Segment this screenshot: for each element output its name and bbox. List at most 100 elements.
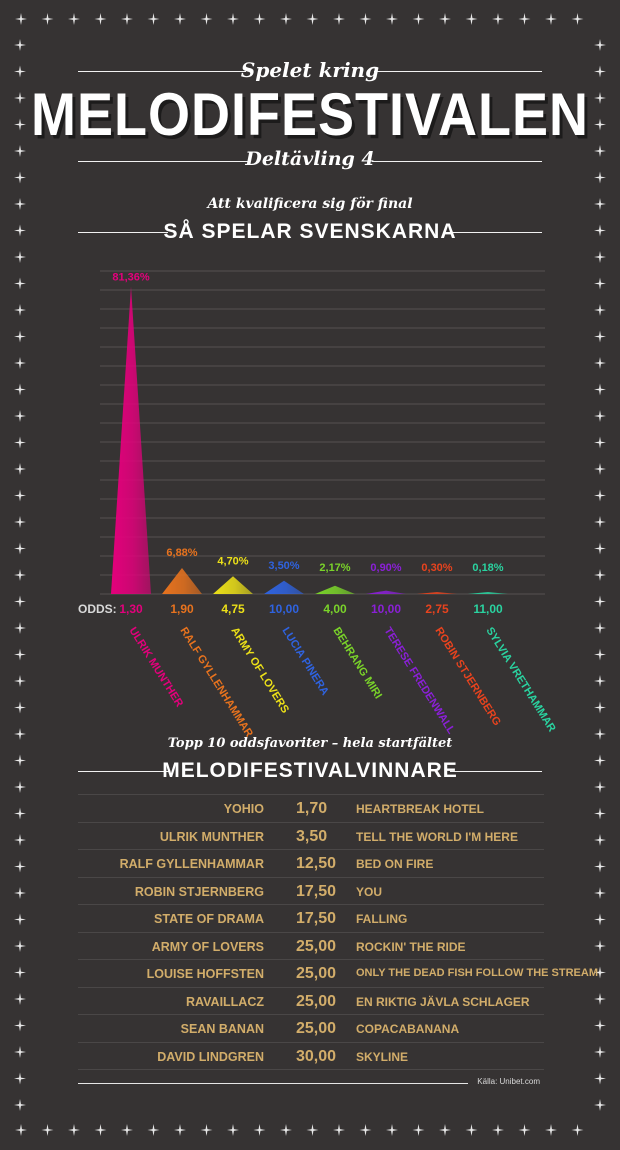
odds-value: 12,50 bbox=[296, 855, 337, 872]
star-icon bbox=[439, 13, 451, 25]
star-icon bbox=[594, 277, 606, 290]
star-icon bbox=[14, 92, 26, 104]
header-rule-left-2 bbox=[78, 161, 248, 162]
star-icon bbox=[14, 410, 26, 422]
section2-rule-left bbox=[78, 771, 170, 772]
star-icon bbox=[594, 1099, 606, 1111]
star-icon bbox=[594, 807, 606, 820]
star-icon bbox=[14, 383, 26, 396]
star-icon bbox=[200, 1124, 213, 1136]
star-icon bbox=[147, 1124, 160, 1136]
header-rule-left bbox=[78, 71, 246, 72]
star-icon bbox=[41, 1124, 54, 1136]
odds-value: 10,00 bbox=[371, 602, 401, 616]
artist-name: SEAN BANAN bbox=[180, 1022, 264, 1036]
star-icon bbox=[306, 1124, 319, 1136]
star-icon bbox=[594, 198, 606, 210]
odds-value: 25,00 bbox=[296, 965, 337, 982]
star-icon bbox=[14, 304, 26, 316]
star-icon bbox=[492, 13, 504, 25]
star-icon bbox=[545, 13, 557, 25]
category-label: ARMY OF LOVERS bbox=[228, 625, 291, 715]
value-label: 0,18% bbox=[472, 562, 503, 574]
star-icon bbox=[594, 1046, 606, 1058]
star-icon bbox=[14, 781, 26, 793]
star-icon bbox=[14, 330, 26, 343]
star-icon bbox=[594, 701, 606, 714]
star-icon bbox=[594, 145, 606, 157]
star-icon bbox=[227, 13, 239, 25]
table-row: ROBIN STJERNBERG 17,50 YOU bbox=[78, 878, 544, 905]
section1-kicker: Att kvalificera sig för final bbox=[207, 196, 413, 212]
artist-name: RAVAILLACZ bbox=[186, 994, 264, 1009]
odds-label: ODDS: bbox=[78, 602, 117, 616]
table-row: LOUISE HOFFSTEN 25,00 ONLY THE DEAD FISH F… bbox=[78, 960, 598, 988]
star-icon bbox=[333, 1124, 345, 1136]
page-title: MELODIFESTIVALEN bbox=[30, 81, 589, 149]
star-icon bbox=[571, 1124, 584, 1136]
star-icon bbox=[14, 251, 26, 263]
header-kicker: Spelet kring bbox=[240, 58, 380, 82]
song-title: COPACABANANA bbox=[356, 1022, 460, 1036]
star-icon bbox=[594, 675, 606, 687]
star-icon bbox=[253, 1124, 266, 1136]
song-title: YOU bbox=[356, 884, 383, 899]
star-icon bbox=[412, 13, 425, 25]
star-icon bbox=[594, 622, 606, 634]
star-icon bbox=[594, 754, 606, 767]
bar-5 bbox=[315, 585, 355, 594]
star-icon bbox=[359, 1124, 372, 1136]
star-icon bbox=[14, 913, 26, 926]
star-icon bbox=[571, 13, 584, 25]
value-label: 6,88% bbox=[166, 547, 197, 559]
source-note: Källa: Unibet.com bbox=[477, 1077, 540, 1086]
star-icon bbox=[14, 834, 26, 846]
star-icon bbox=[439, 1124, 451, 1136]
star-icon bbox=[14, 542, 26, 555]
song-title: FALLING bbox=[356, 912, 408, 926]
footer-rule bbox=[78, 1083, 468, 1084]
section2-rule-right bbox=[450, 771, 542, 772]
star-icon bbox=[174, 13, 186, 25]
star-icon bbox=[594, 65, 606, 78]
header-rule-right-2 bbox=[372, 161, 542, 162]
table-row: ARMY OF LOVERS 25,00 ROCKIN' THE RIDE bbox=[78, 933, 544, 960]
star-icon bbox=[594, 728, 606, 740]
star-icon bbox=[594, 304, 606, 316]
star-icon bbox=[465, 13, 478, 25]
song-title: SKYLINE bbox=[356, 1049, 409, 1064]
song-title: BED ON FIRE bbox=[356, 857, 434, 871]
star-icon bbox=[41, 13, 54, 25]
odds-value: 10,00 bbox=[269, 602, 299, 616]
star-icon bbox=[280, 1124, 292, 1136]
star-icon bbox=[14, 648, 26, 661]
star-icon bbox=[518, 13, 531, 25]
odds-value: 3,50 bbox=[296, 827, 328, 845]
odds-value: 25,00 bbox=[296, 937, 337, 955]
bar-8 bbox=[468, 592, 508, 594]
star-icon bbox=[594, 251, 606, 263]
star-icon bbox=[14, 224, 26, 237]
star-icon bbox=[14, 701, 26, 714]
odds-value: 1,30 bbox=[119, 602, 143, 616]
star-icon bbox=[594, 781, 606, 793]
value-label: 2,17% bbox=[319, 562, 350, 574]
star-icon bbox=[200, 13, 213, 25]
star-icon bbox=[594, 118, 606, 131]
star-icon bbox=[280, 13, 292, 25]
song-title: ROCKIN' THE RIDE bbox=[356, 939, 466, 954]
odds-value: 30,00 bbox=[296, 1047, 337, 1065]
star-icon bbox=[14, 463, 26, 475]
star-icon bbox=[594, 39, 606, 51]
section1-rule-right bbox=[452, 232, 542, 233]
star-icon bbox=[14, 436, 26, 449]
odds-value: 17,50 bbox=[296, 910, 337, 927]
star-icon bbox=[386, 1124, 398, 1136]
star-icon bbox=[14, 1046, 26, 1058]
star-icon bbox=[15, 13, 27, 25]
bar-2 bbox=[162, 568, 202, 594]
star-icon bbox=[227, 1124, 239, 1136]
star-icon bbox=[594, 383, 606, 396]
star-icon bbox=[14, 171, 26, 184]
star-icon bbox=[14, 65, 26, 78]
